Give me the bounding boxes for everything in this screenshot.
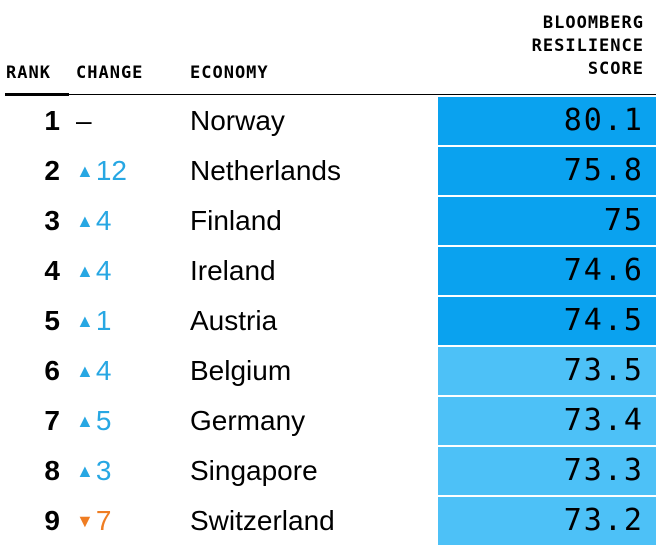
change-number: 4 — [95, 355, 112, 386]
change-number: 5 — [95, 405, 112, 436]
change-value: ▲4 — [76, 204, 111, 238]
rank-value: 4 — [44, 255, 60, 286]
change-value: ▲4 — [76, 354, 111, 388]
economy-column-header: ECONOMY — [190, 63, 269, 83]
score-value: 74.5 — [563, 303, 644, 338]
economy-name: Singapore — [190, 455, 318, 486]
rank-value: 1 — [44, 105, 60, 136]
score-cell: 73.2 — [438, 497, 656, 545]
economy-name: Germany — [190, 405, 306, 436]
score-cell: 74.5 — [438, 297, 656, 345]
change-value: ▼7 — [76, 504, 111, 538]
score-value: 74.6 — [563, 253, 644, 288]
score-value: 73.4 — [563, 403, 644, 438]
change-column-header: CHANGE — [76, 63, 144, 83]
header-rule — [69, 94, 656, 95]
up-arrow-icon: ▲ — [76, 411, 94, 431]
change-number: 1 — [95, 305, 112, 336]
rank-value: 5 — [44, 305, 60, 336]
down-arrow-icon: ▼ — [76, 511, 94, 531]
score-value: 75 — [603, 203, 644, 238]
up-arrow-icon: ▲ — [76, 211, 94, 231]
table-row: 6 ▲4 Belgium 73.5 — [0, 346, 656, 396]
table-row: 7 ▲5 Germany 73.4 — [0, 396, 656, 446]
score-cell: 73.3 — [438, 447, 656, 495]
score-value: 73.5 — [563, 353, 644, 388]
change-number: 4 — [95, 205, 112, 236]
score-cell: 75 — [438, 197, 656, 245]
change-value: ▲4 — [76, 254, 111, 288]
change-value: ▲3 — [76, 454, 111, 488]
up-arrow-icon: ▲ — [76, 311, 94, 331]
economy-name: Switzerland — [190, 505, 335, 536]
change-number: 7 — [95, 505, 112, 536]
rank-value: 6 — [44, 355, 60, 386]
score-value: 75.8 — [563, 153, 644, 188]
rank-value: 3 — [44, 205, 60, 236]
score-value: 73.2 — [563, 503, 644, 538]
table-row: 2 ▲12 Netherlands 75.8 — [0, 146, 656, 196]
economy-name: Norway — [190, 105, 285, 136]
change-value: ▲1 — [76, 304, 111, 338]
score-value: 73.3 — [563, 453, 644, 488]
rank-value: 8 — [44, 455, 60, 486]
score-cell: 73.4 — [438, 397, 656, 445]
table-row: 1– Norway 80.1 — [0, 96, 656, 146]
rank-value: 7 — [44, 405, 60, 436]
economy-name: Netherlands — [190, 155, 341, 186]
score-cell: 73.5 — [438, 347, 656, 395]
change-number: – — [76, 105, 92, 136]
up-arrow-icon: ▲ — [76, 461, 94, 481]
table-row: 4 ▲4 Ireland 74.6 — [0, 246, 656, 296]
rank-value: 2 — [44, 155, 60, 186]
rank-value: 9 — [44, 505, 60, 536]
score-column-header: BLOOMBERG RESILIENCE SCORE — [531, 13, 644, 79]
table-row: 8 ▲3 Singapore 73.3 — [0, 446, 656, 496]
up-arrow-icon: ▲ — [76, 261, 94, 281]
up-arrow-icon: ▲ — [76, 361, 94, 381]
rank-header-underline — [5, 93, 69, 96]
rank-column-header: RANK — [6, 63, 51, 83]
economy-name: Belgium — [190, 355, 292, 386]
score-cell: 80.1 — [438, 97, 656, 145]
score-value: 80.1 — [563, 103, 644, 138]
table-row: 9 ▼7 Switzerland 73.2 — [0, 496, 656, 546]
up-arrow-icon: ▲ — [76, 161, 94, 181]
change-number: 4 — [95, 255, 112, 286]
change-value: – — [76, 104, 92, 138]
score-cell: 75.8 — [438, 147, 656, 195]
change-number: 12 — [95, 155, 127, 186]
change-value: ▲12 — [76, 154, 127, 188]
economy-name: Finland — [190, 205, 282, 236]
economy-name: Austria — [190, 305, 278, 336]
change-value: ▲5 — [76, 404, 111, 438]
table-row: 5 ▲1 Austria 74.5 — [0, 296, 656, 346]
economy-name: Ireland — [190, 255, 276, 286]
table-row: 3 ▲4 Finland 75 — [0, 196, 656, 246]
score-cell: 74.6 — [438, 247, 656, 295]
change-number: 3 — [95, 455, 112, 486]
